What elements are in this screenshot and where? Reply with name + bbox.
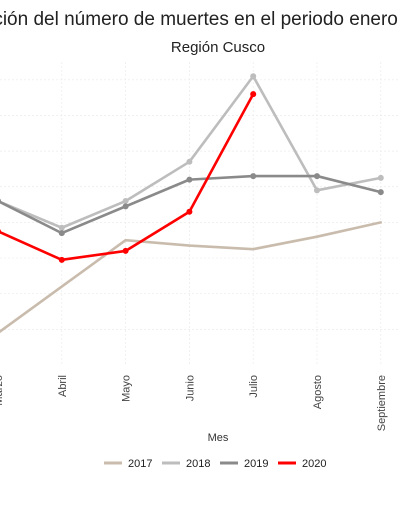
data-point-2018: [122, 198, 129, 205]
legend-label: 2017: [128, 458, 152, 470]
series-line-2018: [0, 74, 383, 230]
x-axis-ticks: Marzo Abril Mayo Junio Julio Agosto Septiembre: [0, 375, 388, 431]
data-point-2018: [58, 224, 65, 231]
series-2018: [0, 73, 384, 231]
series-2020: [0, 91, 257, 263]
legend-label: 2019: [244, 458, 268, 470]
x-axis-label: Mes: [208, 432, 229, 444]
data-point-2020: [186, 208, 193, 215]
legend-item-2018: 2018: [162, 458, 210, 470]
data-point-2018: [250, 73, 257, 80]
x-tick-label: Marzo: [0, 375, 5, 406]
series-2017: [0, 221, 383, 334]
data-point-2019: [0, 198, 1, 204]
x-tick-label: Mayo: [121, 375, 133, 402]
legend-item-2019: 2019: [220, 458, 268, 470]
series-layer: [0, 73, 384, 334]
series-line-2017: [0, 221, 383, 334]
chart-subtitle: Región Cusco: [171, 39, 265, 56]
x-tick-label: Septiembre: [376, 375, 388, 431]
legend-label: 2020: [302, 458, 326, 470]
data-point-2019: [186, 176, 193, 183]
data-point-2018: [377, 174, 384, 181]
data-point-2020: [0, 229, 1, 234]
legend-item-2017: 2017: [104, 458, 152, 470]
data-point-2020: [122, 247, 129, 254]
data-point-2019: [377, 189, 384, 196]
data-point-2019: [58, 230, 65, 237]
legend-item-2020: 2020: [278, 458, 326, 470]
x-tick-label: Julio: [248, 375, 260, 398]
data-point-2020: [58, 256, 65, 263]
data-point-2019: [122, 203, 129, 210]
x-tick-label: Abril: [57, 375, 69, 397]
data-point-2018: [186, 158, 193, 165]
legend-label: 2018: [186, 458, 210, 470]
x-tick-label: Agosto: [312, 375, 324, 409]
legend: 2017 2018 2019 2020: [104, 458, 326, 470]
data-point-2020: [250, 91, 257, 98]
chart-title: Evolución del número de muertes en el pe…: [0, 9, 400, 30]
data-point-2018: [314, 187, 320, 194]
grid-lines: [0, 62, 400, 365]
data-point-2019: [250, 173, 257, 180]
series-2019: [0, 173, 384, 237]
data-point-2019: [314, 173, 320, 180]
x-tick-label: Junio: [184, 375, 196, 401]
